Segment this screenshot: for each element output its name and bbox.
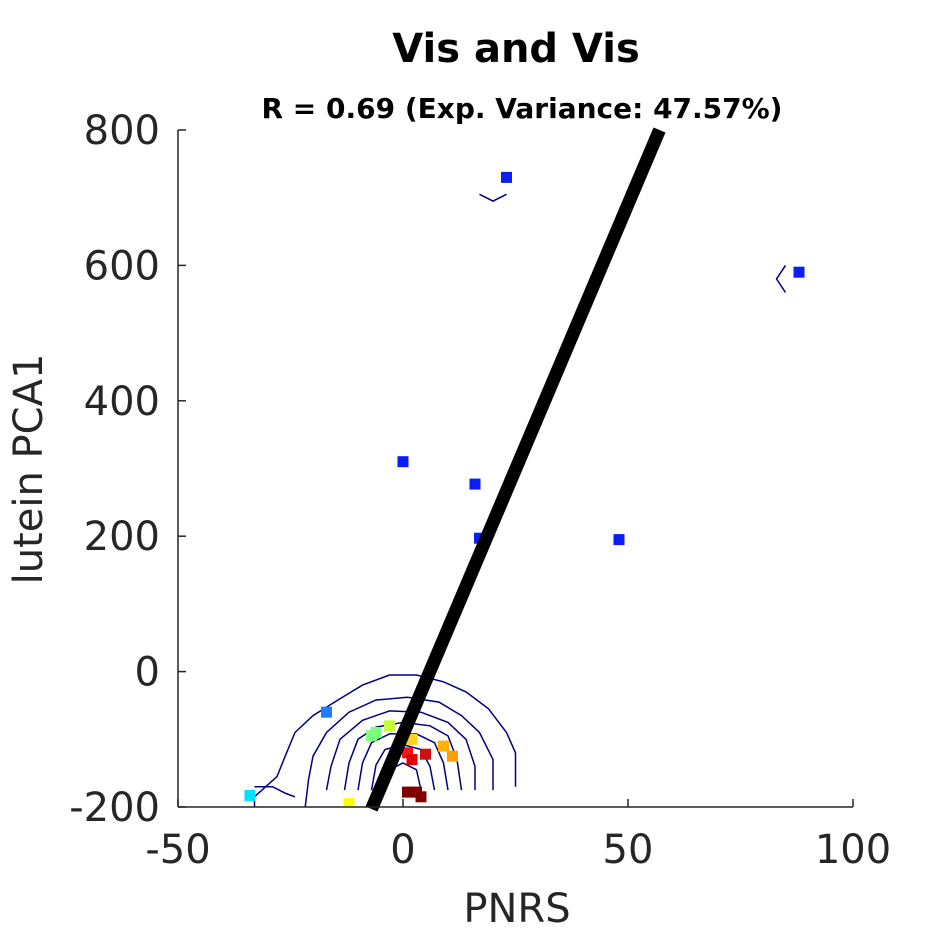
x-tick-label-4: 100 bbox=[815, 827, 891, 873]
data-point-15 bbox=[406, 754, 418, 766]
data-point-11 bbox=[406, 733, 418, 745]
data-point-1 bbox=[501, 171, 512, 183]
y-tick-label-1: -200 bbox=[69, 785, 160, 831]
contour-ring-2 bbox=[304, 696, 494, 807]
contour-ring-1 bbox=[253, 674, 517, 807]
data-point-19 bbox=[415, 791, 427, 803]
data-point-13 bbox=[447, 750, 458, 762]
chart-subtitle: R = 0.69 (Exp. Variance: 47.57%) bbox=[262, 92, 783, 125]
data-point-3 bbox=[397, 456, 409, 468]
chart-title: Vis and Vis bbox=[392, 26, 640, 72]
contour-ring-3 bbox=[325, 710, 476, 791]
data-point-10 bbox=[384, 720, 395, 732]
x-axis-label: PNRS bbox=[463, 886, 570, 932]
data-point-17 bbox=[402, 786, 413, 798]
data-points bbox=[244, 171, 805, 807]
data-point-14 bbox=[402, 747, 413, 759]
contour-fragment-3 bbox=[479, 193, 507, 202]
regression-line-group bbox=[365, 127, 666, 812]
x-tick-label-1: -50 bbox=[145, 827, 210, 873]
data-point-7 bbox=[321, 706, 332, 718]
density-contours bbox=[253, 193, 787, 807]
data-point-6 bbox=[613, 534, 625, 546]
regression-line bbox=[365, 127, 666, 812]
x-axis-ticks: -50 0 50 100 bbox=[145, 799, 891, 873]
contour-fragment-2 bbox=[254, 785, 296, 798]
axes bbox=[177, 130, 853, 808]
y-axis-label: lutein PCA1 bbox=[6, 354, 52, 585]
y-tick-label-5: 600 bbox=[84, 243, 160, 289]
data-point-4 bbox=[469, 478, 481, 490]
data-point-21 bbox=[343, 798, 355, 807]
y-tick-label-4: 400 bbox=[84, 379, 160, 425]
data-point-12 bbox=[438, 740, 449, 752]
y-tick-label-6: 800 bbox=[84, 108, 160, 154]
x-tick-label-3: 50 bbox=[603, 827, 654, 873]
data-point-9 bbox=[370, 727, 382, 738]
y-axis-ticks: -200 0 200 400 600 800 bbox=[69, 108, 186, 831]
y-tick-label-2: 0 bbox=[135, 650, 160, 696]
y-tick-label-3: 200 bbox=[84, 514, 160, 560]
contour-fragment-4 bbox=[775, 264, 787, 293]
data-point-20 bbox=[244, 790, 256, 801]
data-point-2 bbox=[793, 266, 805, 278]
x-tick-label-2: 0 bbox=[390, 827, 415, 873]
data-point-16 bbox=[420, 748, 431, 760]
